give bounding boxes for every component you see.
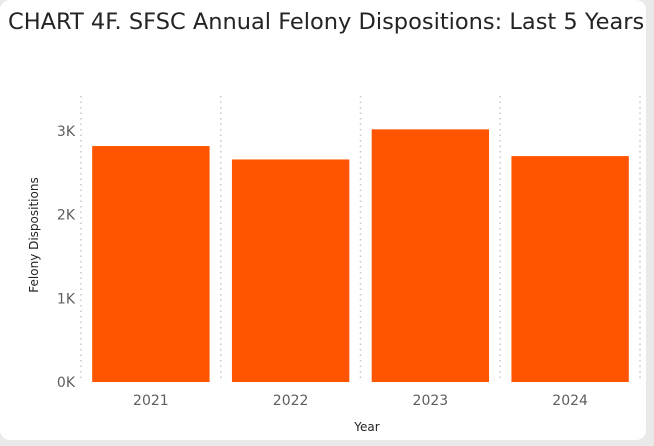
bar-2022[interactable] — [231, 159, 350, 382]
bars — [92, 129, 629, 382]
chart-title: CHART 4F. SFSC Annual Felony Disposition… — [8, 9, 645, 35]
x-tick-label: 2024 — [552, 393, 588, 409]
y-axis-ticks: 0K 1K 2K 3K — [57, 124, 76, 391]
y-tick-label: 0K — [57, 375, 76, 391]
x-axis-ticks: 2021 2022 2023 2024 — [133, 393, 588, 409]
y-axis-title: Felony Dispositions — [27, 177, 41, 292]
y-tick-label: 2K — [57, 208, 76, 224]
bar-2024[interactable] — [511, 156, 629, 382]
y-tick-label: 1K — [57, 291, 76, 307]
gridlines — [80, 96, 641, 382]
x-tick-label: 2023 — [413, 393, 449, 409]
x-tick-label: 2021 — [133, 393, 169, 409]
y-tick-label: 3K — [57, 124, 76, 140]
x-tick-label: 2022 — [273, 393, 309, 409]
x-axis-title: Year — [353, 420, 379, 434]
bar-2023[interactable] — [371, 129, 490, 382]
bar-2021[interactable] — [92, 146, 210, 382]
